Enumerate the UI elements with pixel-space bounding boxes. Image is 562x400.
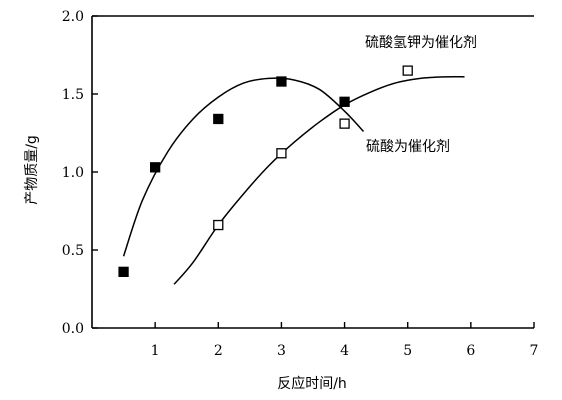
data-point-khso4 bbox=[339, 96, 350, 107]
data-point-khso4 bbox=[149, 162, 161, 173]
x-tick-label: 6 bbox=[466, 343, 475, 359]
axes: 1 2 3 4 5 6 7 0.0 0.5 1.0 1.5 2.0 bbox=[62, 9, 539, 359]
series-annotation-h2so4: 硫酸为催化剂 bbox=[366, 139, 450, 155]
series-annotation-khso4: 硫酸氢钾为催化剂 bbox=[365, 35, 477, 51]
x-axis-label: 反应时间/h bbox=[277, 375, 347, 392]
x-tick-label: 5 bbox=[403, 343, 412, 359]
data-point-h2so4 bbox=[213, 219, 224, 231]
data-point-khso4 bbox=[118, 266, 129, 277]
data-point-h2so4 bbox=[276, 148, 287, 159]
y-tick-label: 1.5 bbox=[62, 87, 84, 103]
data-point-h2so4 bbox=[402, 65, 413, 76]
data-markers bbox=[118, 65, 413, 277]
y-tick-label: 1.0 bbox=[62, 165, 84, 181]
y-tick-label: 0.5 bbox=[62, 243, 84, 259]
data-point-khso4 bbox=[276, 76, 287, 87]
x-tick-label: 2 bbox=[214, 343, 223, 359]
x-tick-label: 4 bbox=[340, 343, 349, 359]
data-point-khso4 bbox=[213, 113, 224, 125]
y-axis-label: 产物质量/g bbox=[24, 135, 40, 205]
y-tick-label: 2.0 bbox=[62, 9, 84, 25]
chart-labels: 反应时间/h 产物质量/g 硫酸氢钾为催化剂 硫酸为催化剂 bbox=[24, 35, 477, 392]
data-point-h2so4 bbox=[339, 118, 350, 129]
x-tick-label: 1 bbox=[151, 343, 160, 359]
fit-curve-h2so4 bbox=[173, 75, 465, 285]
y-tick-label: 0.0 bbox=[62, 321, 84, 337]
x-tick-label: 7 bbox=[530, 343, 539, 359]
x-tick-label: 3 bbox=[277, 343, 286, 359]
fit-curves bbox=[122, 75, 465, 285]
